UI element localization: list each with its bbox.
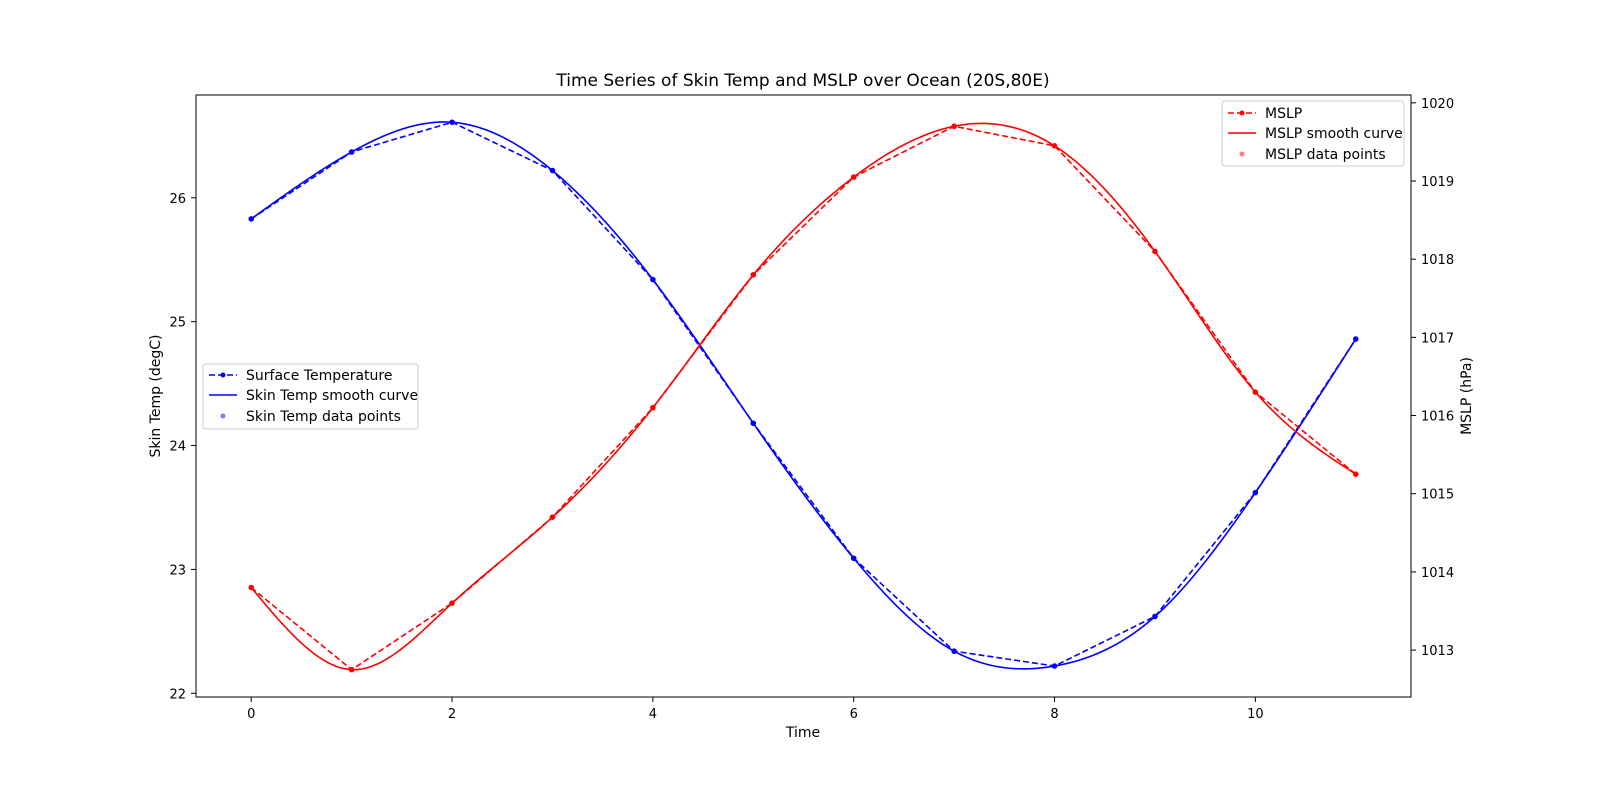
mslp-point-7	[951, 123, 957, 130]
surface-temperature-point-4	[650, 276, 656, 283]
x-axis: 0 2 4 6 8 10	[247, 697, 1264, 722]
plot-frame	[195, 94, 1412, 698]
x-tick-label-6: 6	[850, 707, 858, 722]
surface-temperature-point-1	[348, 149, 355, 155]
mslp-point-0	[248, 584, 255, 591]
plot-area	[248, 119, 1359, 673]
mslp-point-2	[449, 600, 455, 606]
mslp-point-9	[1152, 248, 1158, 255]
right-y-tick-label-1014: 1014	[1421, 566, 1454, 581]
legend-left: Surface Temperature Skin Temp smooth cur…	[202, 363, 419, 430]
legend-skin-temp-points-marker	[220, 413, 226, 419]
legend-right-box	[1221, 100, 1405, 167]
mslp-line	[250, 125, 1357, 671]
chart-title: Time Series of Skin Temp and MSLP over O…	[555, 71, 1049, 91]
legend-mslp-points-label: MSLP data points	[1265, 147, 1386, 163]
x-tick-label-8: 8	[1050, 707, 1058, 722]
legend-skin-temp-smooth-label: Skin Temp smooth curve	[246, 388, 418, 404]
left-y-tick-label-26: 26	[169, 192, 186, 207]
legend-mslp-points-marker	[1239, 151, 1245, 157]
legend-skin-temp-points-label: Skin Temp data points	[246, 409, 401, 425]
surface-temperature-point-5	[750, 420, 757, 427]
legend-surface-temperature-marker	[220, 372, 226, 378]
left-y-tick-label-23: 23	[169, 563, 186, 578]
surface-temperature-point-9	[1152, 613, 1158, 620]
legend-left-box	[202, 363, 419, 430]
mslp-point-10	[1252, 389, 1259, 395]
right-y-tick-label-1015: 1015	[1421, 488, 1454, 503]
x-tick-label-2: 2	[448, 707, 456, 722]
surface-temperature-point-6	[850, 555, 857, 562]
legend-right: MSLP MSLP smooth curve MSLP data points	[1221, 100, 1405, 167]
mslp-point-6	[850, 174, 857, 180]
mslp-point-4	[650, 404, 656, 411]
legend-mslp-smooth-label: MSLP smooth curve	[1265, 126, 1403, 142]
x-tick-label-10: 10	[1247, 707, 1264, 722]
mslp-point-8	[1051, 143, 1058, 149]
x-axis-label: Time	[785, 725, 820, 741]
right-y-tick-label-1016: 1016	[1421, 410, 1454, 425]
surface-temperature-point-0	[248, 216, 255, 222]
right-y-tick-label-1019: 1019	[1421, 175, 1454, 190]
surface-temperature-point-11	[1352, 336, 1359, 342]
left-y-tick-label-24: 24	[169, 440, 186, 455]
legend-mslp-label: MSLP	[1265, 106, 1302, 122]
left-y-tick-label-22: 22	[169, 687, 186, 702]
right-y-tick-label-1020: 1020	[1421, 97, 1454, 112]
left-y-axis: 22 23 24 25 26	[169, 192, 196, 702]
legend-surface-temperature-label: Surface Temperature	[246, 368, 392, 384]
mslp-point-3	[549, 514, 556, 520]
legend-mslp-marker	[1239, 110, 1245, 116]
right-y-axis: 1013 1014 1015 1016 1017 1018 1019 1020	[1411, 97, 1454, 659]
right-y-axis-label: MSLP (hPa)	[1459, 357, 1475, 435]
surface-temperature-point-10	[1252, 489, 1259, 496]
surface-temperature-point-3	[549, 167, 556, 174]
surface-temperature-point-2	[449, 119, 455, 126]
surface-temperature-point-7	[951, 648, 957, 654]
left-y-axis-label: Skin Temp (degC)	[148, 334, 164, 457]
mslp-point-1	[348, 666, 355, 673]
right-y-tick-label-1017: 1017	[1421, 331, 1454, 346]
surface-temperature-line	[250, 121, 1357, 667]
x-tick-label-4: 4	[649, 707, 657, 722]
mslp-point-5	[750, 272, 757, 278]
surface-temperature-smooth-curve	[250, 121, 1357, 670]
right-y-tick-label-1018: 1018	[1421, 253, 1454, 268]
mslp-point-11	[1352, 471, 1359, 477]
x-tick-label-0: 0	[247, 707, 255, 722]
left-y-tick-label-25: 25	[169, 316, 186, 331]
surface-temperature-point-8	[1051, 663, 1058, 669]
right-y-tick-label-1013: 1013	[1421, 644, 1454, 659]
